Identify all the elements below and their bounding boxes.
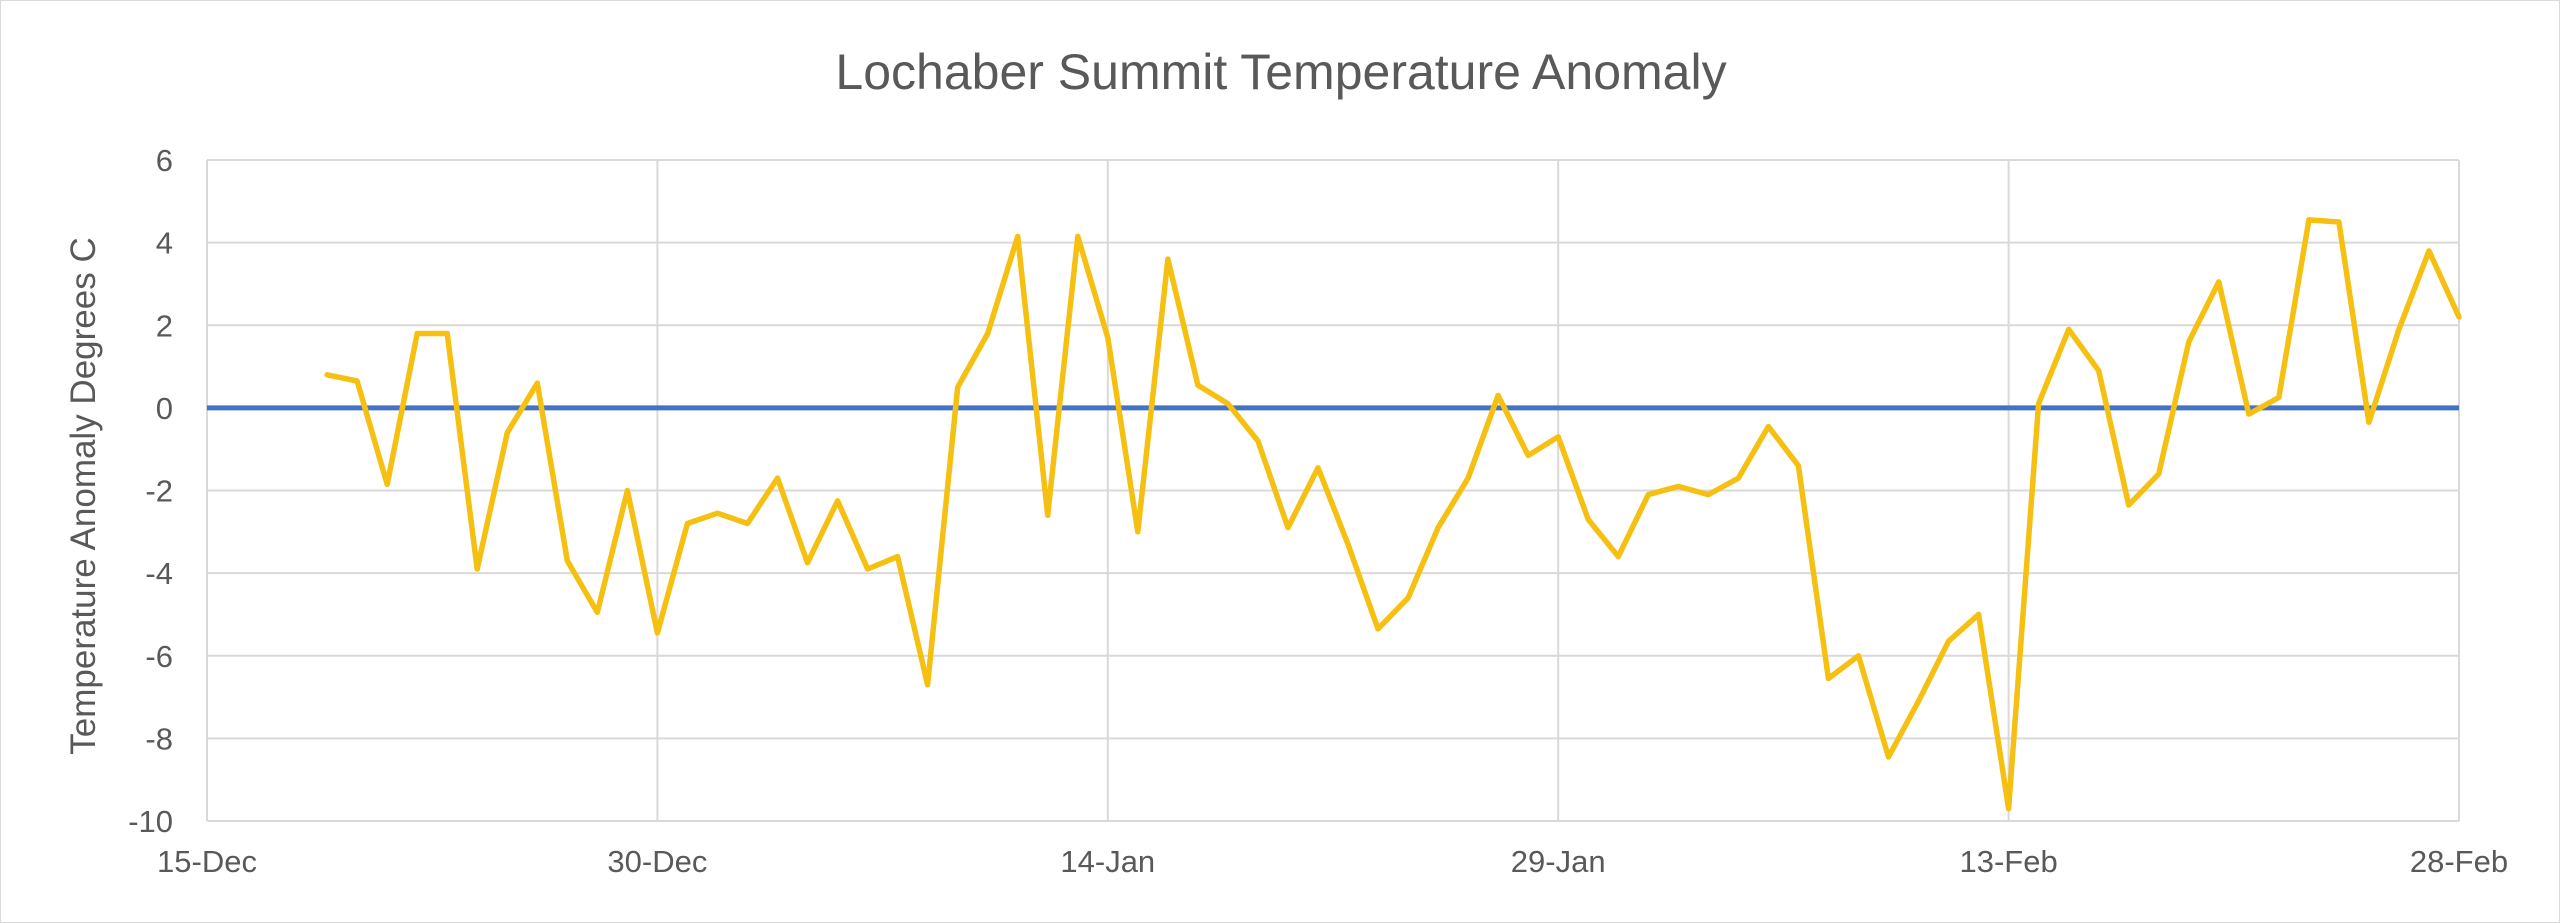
chart-title: Lochaber Summit Temperature Anomaly [835, 44, 1726, 100]
y-tick-label: -2 [145, 474, 173, 509]
y-tick-label: 4 [156, 226, 173, 261]
x-tick-label: 29-Jan [1511, 844, 1606, 879]
x-tick-label: 28-Feb [2410, 844, 2508, 879]
y-axis-title: Temperature Anomaly Degrees C [64, 237, 103, 754]
y-tick-label: -6 [145, 639, 173, 674]
series-line-temperature-anomaly [324, 217, 2462, 812]
y-tick-label: 0 [156, 391, 173, 426]
y-tick-labels: 6 4 2 0 -2 -4 -6 -8 -10 [128, 143, 173, 839]
y-gridlines [207, 159, 2459, 822]
x-tick-labels: 15-Dec 30-Dec 14-Jan 29-Jan 13-Feb 28-Feb [157, 844, 2508, 879]
x-tick-label: 30-Dec [607, 844, 707, 879]
x-tick-label: 15-Dec [157, 844, 257, 879]
x-tick-label: 14-Jan [1060, 844, 1155, 879]
y-tick-label: 6 [156, 143, 173, 178]
y-tick-label: -8 [145, 721, 173, 756]
y-tick-label: -10 [128, 804, 173, 839]
x-tick-label: 13-Feb [1959, 844, 2057, 879]
y-tick-label: 2 [156, 308, 173, 343]
x-gridlines [206, 160, 2460, 821]
y-tick-label: -4 [145, 556, 173, 591]
